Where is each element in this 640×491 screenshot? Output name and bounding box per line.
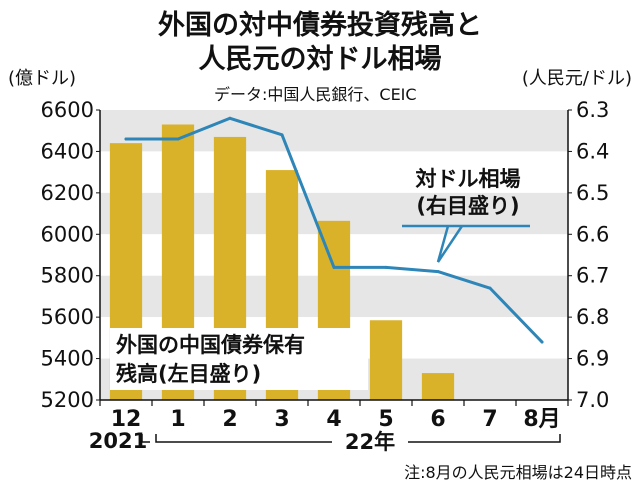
bar-5: [369, 320, 403, 400]
left-tick-label: 6400: [41, 139, 94, 163]
x-tick-label: 4: [326, 407, 341, 432]
x-tick-label: 8月: [523, 407, 560, 432]
year-label-2021: 2021: [89, 429, 147, 453]
right-axis-ticks: 6.3 6.4 6.5 6.6 6.7 6.8 6.9 7.0: [568, 98, 609, 412]
x-tick-label: 7: [482, 407, 497, 432]
right-tick-label: 7.0: [576, 388, 609, 412]
bar-callout-label-1: 外国の中国債券保有: [116, 333, 305, 357]
x-tick-label: 6: [430, 407, 445, 432]
x-tick-label: 3: [274, 407, 289, 432]
left-tick-label: 5400: [41, 347, 94, 371]
bar-6: [421, 373, 455, 400]
bar-callout-label-2: 残高(左目盛り): [116, 362, 261, 386]
bar-callout-box: [110, 328, 368, 390]
line-point-5: [384, 265, 388, 269]
line-series: [124, 116, 544, 344]
chart-source: データ:中国人民銀行、CEIC: [214, 85, 417, 104]
left-tick-label: 5200: [41, 388, 94, 412]
left-axis-ticks: 6600 6400 6200 6000 5800 5600 5400 5200: [41, 98, 100, 412]
x-tick-label: 12: [111, 407, 142, 432]
year-bracket-2021: [141, 434, 150, 443]
left-tick-label: 6000: [41, 222, 94, 246]
line-point-6: [436, 270, 440, 274]
line-point-4: [332, 265, 336, 269]
line-point-0: [124, 137, 128, 141]
right-tick-label: 6.4: [576, 139, 609, 163]
line-point-7: [488, 286, 492, 290]
right-tick-label: 6.5: [576, 181, 609, 205]
right-tick-label: 6.8: [576, 305, 609, 329]
x-axis-ticks: 12 1 2 3 4 5 6 7 8月: [111, 407, 561, 432]
right-tick-label: 6.7: [576, 264, 609, 288]
chart-title-line-2: 人民元の対ドル相場: [199, 44, 442, 75]
right-tick-label: 6.9: [576, 347, 609, 371]
left-tick-label: 6600: [41, 98, 94, 122]
line-point-3: [280, 133, 284, 137]
x-tick-label: 1: [170, 407, 185, 432]
right-tick-label: 6.3: [576, 98, 609, 122]
left-axis-unit: (億ドル): [8, 68, 76, 89]
right-axis-unit: (人民元/ドル): [522, 68, 632, 89]
x-tick-label: 5: [378, 407, 393, 432]
line-point-1: [176, 137, 180, 141]
line-callout: 対ドル相場 (右目盛り): [402, 167, 530, 263]
plot-frame: [99, 110, 569, 406]
left-tick-label: 6200: [41, 181, 94, 205]
line-callout-pointer: [402, 224, 530, 263]
right-tick-label: 6.6: [576, 222, 609, 246]
line-point-2: [228, 116, 232, 120]
bar-callout: 外国の中国債券保有 残高(左目盛り): [110, 328, 368, 390]
year-label-22: 22年: [345, 430, 395, 454]
year-bracket-22: [155, 434, 561, 443]
x-tick-label: 2: [222, 407, 237, 432]
line-point-8: [540, 340, 544, 344]
chart-note: 注:8月の人民元相場は24日時点: [404, 463, 632, 482]
left-tick-label: 5800: [41, 264, 94, 288]
line-callout-label-1: 対ドル相場: [416, 167, 521, 191]
line-callout-label-2: (右目盛り): [416, 194, 519, 218]
chart-title-line-1: 外国の対中債券投資残高と: [158, 9, 482, 41]
left-tick-label: 5600: [41, 305, 94, 329]
